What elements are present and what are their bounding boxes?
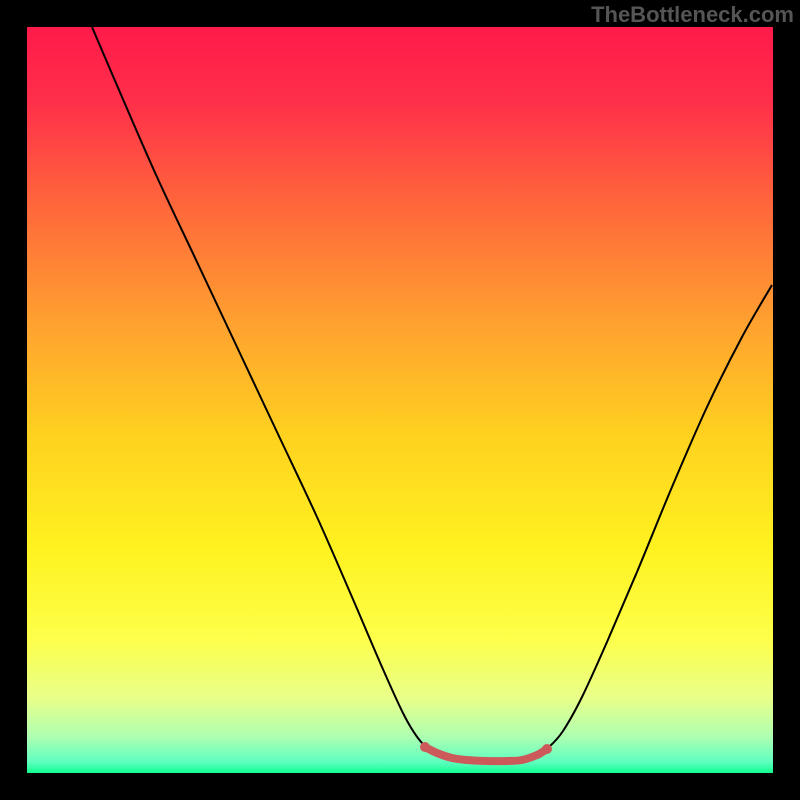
curve-layer	[27, 27, 773, 773]
highlight-dot	[420, 742, 430, 752]
chart-container: TheBottleneck.com	[0, 0, 800, 800]
attribution-label: TheBottleneck.com	[591, 2, 794, 28]
optimal-range-highlight	[425, 747, 547, 761]
plot-area	[27, 27, 773, 773]
highlight-dot	[542, 744, 552, 754]
bottleneck-curve	[92, 27, 772, 761]
